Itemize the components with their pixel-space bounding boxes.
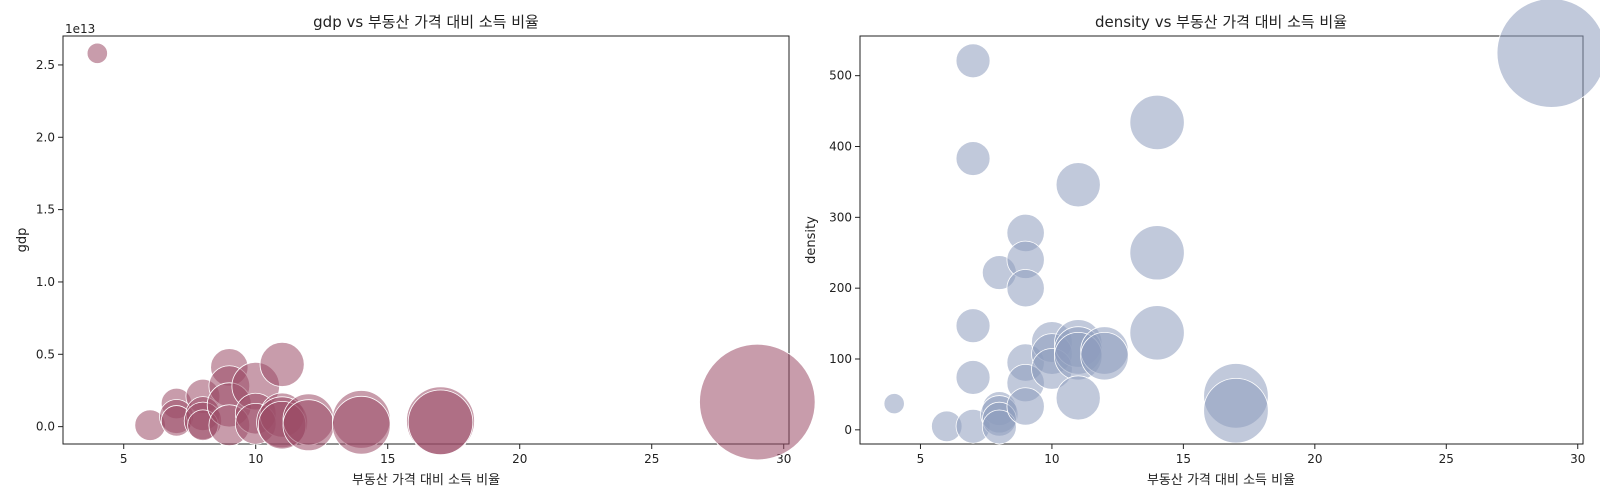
y-tick-label: 300 [829,210,852,224]
chart-title: gdp vs 부동산 가격 대비 소득 비율 [313,13,539,31]
gdp-scatter-chart: gdp vs 부동산 가격 대비 소득 비율 1e13 5 10 15 20 25 300… [15,13,816,488]
y-tick-label: 100 [829,352,852,366]
y-tick-label: 1.5 [36,203,55,217]
x-tick-label: 15 [1176,452,1191,466]
x-axis-label: 부동산 가격 대비 소득 비율 [1147,473,1295,488]
data-point [407,389,474,455]
data-point [1129,94,1185,151]
y-tick-label: 1.0 [36,275,55,289]
x-tick-label: 5 [120,452,128,466]
data-point [955,360,991,395]
y-tick-label: 0 [844,423,852,437]
data-point [955,141,991,176]
y-tick-label: 0.5 [36,347,55,361]
data-point [259,341,305,387]
data-point [332,395,391,455]
data-point [1006,387,1045,426]
data-point [699,343,816,461]
y-axis-label: gdp [15,228,30,253]
x-tick-label: 20 [1307,452,1322,466]
data-point [282,399,335,452]
x-tick-label: 25 [644,452,659,466]
y-tick-label: 500 [829,69,852,83]
x-tick-label: 10 [1044,452,1059,466]
data-points [86,42,816,461]
y-tick-label: 0.0 [36,420,55,434]
data-point [955,43,991,79]
y-axis-label: density [804,216,819,264]
data-point [1129,225,1185,281]
y-tick-label: 200 [829,281,852,295]
data-points [883,0,1600,445]
data-point [1080,331,1129,381]
data-point [1006,269,1045,308]
y-tick-label: 2.5 [36,58,55,72]
data-point [1055,162,1101,208]
data-point [1129,305,1185,361]
data-point [883,393,905,415]
y-offset-label: 1e13 [65,22,95,36]
y-tick-label: 2.0 [36,130,55,144]
density-scatter-chart: density vs 부동산 가격 대비 소득 비율 5 10 15 20 25 3001… [804,0,1600,488]
x-tick-label: 30 [1570,452,1585,466]
data-point [1055,375,1101,421]
x-axis-label: 부동산 가격 대비 소득 비율 [352,473,500,488]
plot-area [62,35,790,445]
x-tick-label: 25 [1439,452,1454,466]
chart-title: density vs 부동산 가격 대비 소득 비율 [1095,13,1347,31]
x-tick-label: 20 [512,452,527,466]
y-tick-label: 400 [829,140,852,154]
x-tick-label: 10 [248,452,263,466]
x-tick-label: 15 [380,452,395,466]
data-point [1496,0,1600,108]
data-point [981,409,1017,445]
data-point [955,308,991,344]
data-point [86,42,108,64]
data-point [1203,378,1269,444]
x-tick-label: 5 [917,452,925,466]
